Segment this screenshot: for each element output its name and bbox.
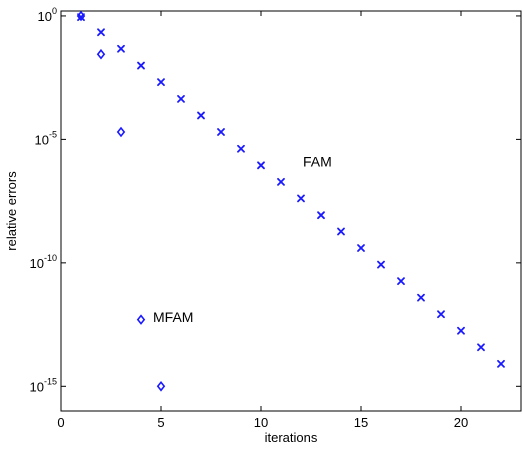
mfam-point xyxy=(156,381,166,392)
fam-point xyxy=(97,28,105,37)
fam-point xyxy=(317,211,325,220)
y-tick-label: 10-5 xyxy=(35,129,57,147)
x-tick-label: 5 xyxy=(157,415,164,430)
x-tick-label: 15 xyxy=(354,415,368,430)
fam-point xyxy=(177,95,185,103)
x-axis-ticks: 0 5 10 15 20 xyxy=(57,11,468,430)
mfam-point xyxy=(76,10,86,22)
plot-area xyxy=(60,10,522,412)
fam-point xyxy=(377,260,385,269)
fam-point xyxy=(277,177,285,186)
annotations: FAM MFAM xyxy=(153,154,332,326)
mfam-point xyxy=(136,314,146,325)
x-tick-label: 20 xyxy=(454,415,468,430)
x-axis-label: iterations xyxy=(265,430,318,445)
fam-point xyxy=(477,343,485,352)
fam-point xyxy=(197,111,205,120)
data-marks xyxy=(76,10,505,392)
mfam-point xyxy=(116,126,126,138)
fam-point xyxy=(217,128,225,136)
fam-point xyxy=(497,359,505,368)
mfam-point xyxy=(96,48,106,60)
fam-point xyxy=(237,144,245,153)
fam-point xyxy=(437,310,445,319)
fam-point xyxy=(397,277,405,286)
annotation-label: MFAM xyxy=(153,309,193,325)
y-axis-ticks: 100 10-5 10-10 10-15 xyxy=(30,6,521,394)
fam-point xyxy=(457,326,465,335)
fam-point xyxy=(257,161,265,170)
y-tick-label: 10-10 xyxy=(30,253,57,271)
fam-point xyxy=(357,244,365,252)
fam-point xyxy=(297,194,305,203)
x-tick-label: 10 xyxy=(254,415,268,430)
y-axis-label: relative errors xyxy=(4,171,19,251)
fam-point xyxy=(117,44,125,53)
fam-point xyxy=(157,78,165,87)
y-tick-label: 10-15 xyxy=(30,376,57,394)
fam-point xyxy=(417,293,425,302)
y-tick-label: 100 xyxy=(38,6,57,24)
x-tick-label: 0 xyxy=(57,415,64,430)
annotation-label: FAM xyxy=(303,154,332,170)
fam-point xyxy=(337,227,345,236)
fam-point xyxy=(137,61,145,70)
